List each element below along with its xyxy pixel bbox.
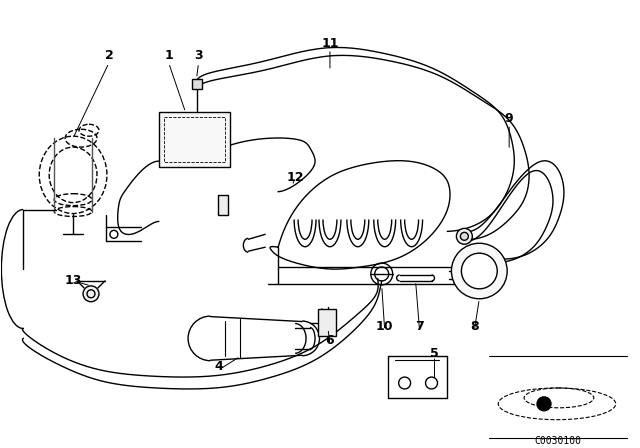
Bar bbox=[191, 79, 202, 89]
Text: 6: 6 bbox=[326, 334, 334, 347]
Bar bbox=[318, 309, 336, 336]
Text: 11: 11 bbox=[321, 37, 339, 50]
Text: 12: 12 bbox=[286, 171, 304, 184]
Bar bbox=[164, 117, 225, 162]
Text: 5: 5 bbox=[430, 347, 439, 360]
Circle shape bbox=[451, 243, 507, 299]
Text: 1: 1 bbox=[164, 49, 173, 62]
Circle shape bbox=[460, 233, 468, 240]
Text: 7: 7 bbox=[415, 320, 424, 333]
Text: 2: 2 bbox=[104, 49, 113, 62]
Bar bbox=[218, 195, 228, 215]
Text: C0030100: C0030100 bbox=[534, 435, 582, 445]
Circle shape bbox=[83, 286, 99, 302]
Circle shape bbox=[456, 228, 472, 244]
Bar bbox=[159, 112, 230, 167]
Text: 9: 9 bbox=[505, 112, 513, 125]
Circle shape bbox=[537, 397, 551, 411]
Text: 4: 4 bbox=[214, 360, 223, 373]
Circle shape bbox=[461, 253, 497, 289]
Text: 3: 3 bbox=[194, 49, 203, 62]
Text: 10: 10 bbox=[376, 320, 394, 333]
Text: 8: 8 bbox=[470, 320, 479, 333]
Text: 13: 13 bbox=[65, 275, 82, 288]
